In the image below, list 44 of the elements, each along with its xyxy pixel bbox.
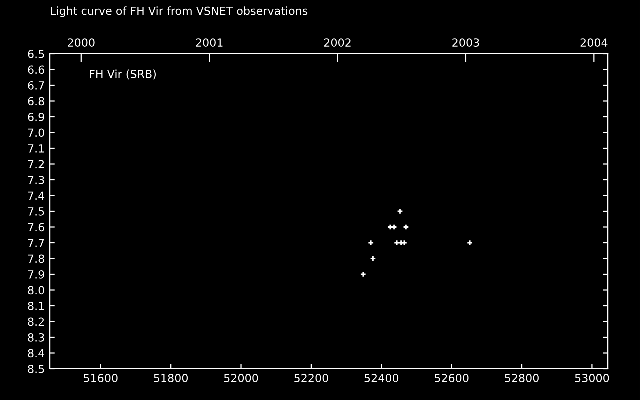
x2-tick-label: 2003: [452, 38, 480, 47]
y-tick-label: 7.6: [28, 223, 44, 232]
y-tick-label: 8.5: [28, 364, 44, 374]
point: [360, 271, 367, 278]
x-tick-label: 51800: [154, 374, 188, 382]
y-tick-label: 7.1: [28, 144, 44, 153]
x-tick-label: 52200: [294, 374, 328, 382]
x2-tick-label: 2001: [196, 38, 223, 47]
y-tick-label: 7.4: [28, 192, 45, 200]
annotation: FH Vir (SRB): [90, 70, 156, 80]
point: [397, 208, 404, 215]
y-tick-label: 6.9: [28, 112, 44, 122]
point: [401, 240, 408, 246]
y-tick-label: 8.4: [28, 349, 45, 358]
point: [466, 240, 474, 246]
y-tick-label: 7.2: [28, 160, 44, 168]
y-tick-label: 8.3: [28, 333, 44, 342]
y-tick-label: 7.9: [28, 270, 44, 279]
y-tick-label: 6.6: [28, 66, 44, 74]
x-tick-label: 52000: [224, 374, 258, 382]
x2-tick-label: 2002: [324, 38, 351, 47]
y-tick-label: 7.8: [28, 254, 44, 264]
y-tick-label: 8.0: [28, 286, 44, 295]
y-tick-label: 7.7: [28, 239, 44, 248]
x-tick-label: 52600: [435, 374, 469, 382]
y-tick-label: 7.0: [28, 128, 44, 138]
x-tick-label: 52800: [505, 374, 539, 382]
y-tick-label: 8.2: [28, 318, 44, 326]
point: [403, 224, 410, 230]
x-tick-label: 53000: [575, 374, 610, 382]
y-tick-label: 6.5: [28, 50, 44, 58]
point: [394, 240, 400, 246]
point: [370, 256, 376, 262]
y-tick-label: 6.8: [28, 97, 44, 106]
x-tick-label: 51600: [84, 374, 118, 382]
y-tick-label: 6.7: [28, 81, 44, 90]
x2-tick-label: 2004: [580, 38, 608, 47]
x2-tick-label: 2000: [68, 38, 95, 47]
point: [368, 240, 374, 246]
y-tick-label: 7.3: [28, 176, 44, 184]
x-tick-label: 52400: [364, 374, 399, 382]
chart-title: Light curve of FH Vir from VSNET observations: [51, 6, 308, 18]
y-tick-label: 7.5: [28, 208, 44, 216]
y-tick-label: 8.1: [28, 302, 44, 310]
